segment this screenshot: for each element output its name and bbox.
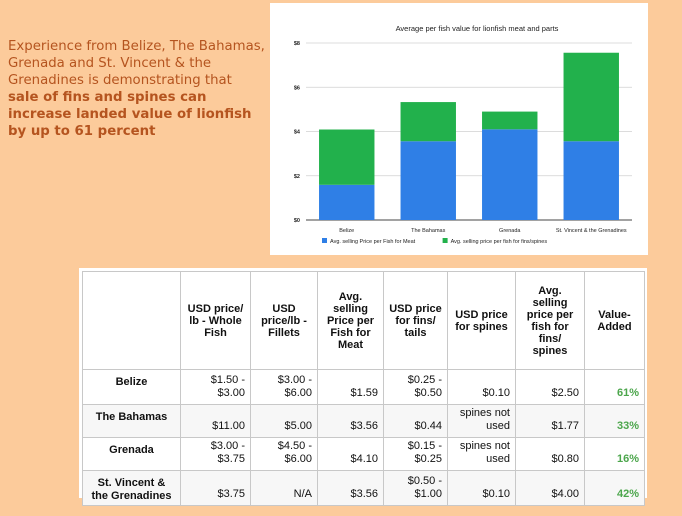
bar-fins-spines — [319, 129, 375, 185]
row-country: Belize — [82, 369, 181, 405]
cell-fillets: N/A — [250, 470, 318, 506]
header-meat: Avg. selling Price per Fish for Meat — [317, 271, 384, 370]
bar-fins-spines — [482, 111, 538, 130]
stacked-bar-chart: Average per fish value for lionfish meat… — [294, 24, 632, 245]
y-tick-label: $4 — [294, 130, 301, 136]
header-whole-fish: USD price/ lb - Whole Fish — [180, 271, 251, 370]
bar-meat — [563, 141, 619, 220]
cell-spines: $0.10 — [447, 369, 516, 405]
x-tick-label: Belize — [339, 228, 354, 234]
intro-plain: Experience from Belize, The Bahamas, Gre… — [8, 39, 265, 88]
legend-label: Avg. selling price per fish for fins/spi… — [451, 239, 548, 245]
price-table: USD price/ lb - Whole Fish USD price/lb … — [82, 271, 645, 506]
table-panel: USD price/ lb - Whole Fish USD price/lb … — [79, 268, 647, 506]
y-tick-label: $2 — [294, 174, 300, 180]
cell-fins: $0.15 - $0.25 — [383, 437, 448, 471]
cell-fins-spines: $2.50 — [515, 369, 585, 405]
cell-fins-spines: $1.77 — [515, 404, 585, 438]
table-row: Grenada $3.00 - $3.75 $4.50 - $6.00 $4.1… — [82, 437, 645, 471]
cell-fins: $0.50 - $1.00 — [383, 470, 448, 506]
cell-whole: $3.75 — [180, 470, 251, 506]
cell-value-added: 16% — [584, 437, 645, 471]
bar-meat — [400, 141, 456, 220]
bar-fins-spines — [400, 102, 456, 142]
row-country: Grenada — [82, 437, 181, 471]
row-country: The Bahamas — [82, 404, 181, 438]
cell-whole: $3.00 - $3.75 — [180, 437, 251, 471]
cell-meat: $3.56 — [317, 404, 384, 438]
cell-value-added: 61% — [584, 369, 645, 405]
cell-value-added: 33% — [584, 404, 645, 438]
header-fillets: USD price/lb - Fillets — [250, 271, 318, 370]
legend-swatch — [442, 238, 448, 243]
cell-spines: spines not used — [447, 437, 516, 471]
cell-fillets: $3.00 - $6.00 — [250, 369, 318, 405]
bar-fins-spines — [563, 52, 619, 142]
cell-whole: $11.00 — [180, 404, 251, 438]
cell-fillets: $4.50 - $6.00 — [250, 437, 318, 471]
cell-fins: $0.44 — [383, 404, 448, 438]
cell-spines: spines not used — [447, 404, 516, 438]
cell-value-added: 42% — [584, 470, 645, 506]
x-tick-label: St. Vincent & the Grenadines — [556, 228, 627, 234]
header-fins-spines: Avg. selling price per fish for fins/ sp… — [515, 271, 585, 370]
y-tick-label: $0 — [294, 218, 300, 224]
header-empty — [82, 271, 181, 370]
cell-meat: $4.10 — [317, 437, 384, 471]
row-country: St. Vincent & the Grenadines — [82, 470, 181, 506]
y-tick-label: $8 — [294, 41, 300, 47]
legend-swatch — [322, 238, 327, 243]
intro-highlight: sale of fins and spines can increase lan… — [8, 90, 252, 139]
table-header-row: USD price/ lb - Whole Fish USD price/lb … — [82, 271, 645, 370]
bar-meat — [319, 184, 375, 220]
y-tick-label: $6 — [294, 85, 300, 91]
table-row: St. Vincent & the Grenadines $3.75 N/A $… — [82, 470, 645, 506]
header-fins-tails: USD price for fins/ tails — [383, 271, 448, 370]
cell-fins-spines: $4.00 — [515, 470, 585, 506]
table-row: Belize $1.50 - $3.00 $3.00 - $6.00 $1.59… — [82, 369, 645, 405]
header-value-added: Value-Added — [584, 271, 645, 370]
cell-meat: $3.56 — [317, 470, 384, 506]
cell-fins: $0.25 - $0.50 — [383, 369, 448, 405]
chart-title: Average per fish value for lionfish meat… — [396, 24, 559, 33]
intro-text: Experience from Belize, The Bahamas, Gre… — [8, 38, 266, 140]
table-row: The Bahamas $11.00 $5.00 $3.56 $0.44 spi… — [82, 404, 645, 438]
chart-panel: Average per fish value for lionfish meat… — [270, 3, 648, 255]
cell-fillets: $5.00 — [250, 404, 318, 438]
legend-label: Avg. selling Price per Fish for Meat — [330, 239, 416, 245]
x-tick-label: The Bahamas — [411, 228, 445, 234]
cell-fins-spines: $0.80 — [515, 437, 585, 471]
x-tick-label: Grenada — [499, 228, 521, 234]
bar-meat — [482, 129, 538, 220]
header-spines: USD price for spines — [447, 271, 516, 370]
cell-spines: $0.10 — [447, 470, 516, 506]
cell-whole: $1.50 - $3.00 — [180, 369, 251, 405]
cell-meat: $1.59 — [317, 369, 384, 405]
